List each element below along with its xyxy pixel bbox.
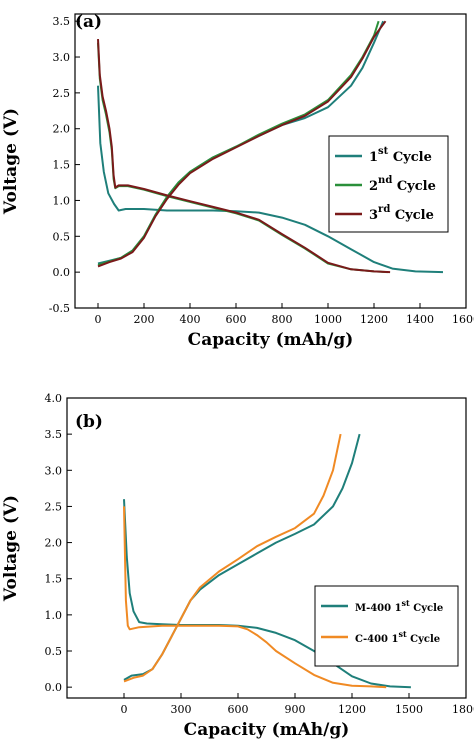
panel-label: (b) bbox=[75, 412, 103, 432]
series-line-discharge bbox=[97, 39, 391, 274]
y-tick-label: 2.5 bbox=[53, 87, 71, 100]
x-tick-label: 1500 bbox=[395, 703, 423, 716]
y-tick-label: 4.0 bbox=[45, 392, 63, 405]
x-tick-label: 0 bbox=[95, 313, 102, 326]
y-tick-label: 1.0 bbox=[53, 194, 71, 207]
legend-box bbox=[314, 585, 459, 667]
y-tick-label: 3.5 bbox=[45, 428, 63, 441]
series-line-charge bbox=[97, 20, 387, 268]
x-tick-label: 1000 bbox=[314, 313, 342, 326]
x-tick-label: 1200 bbox=[360, 313, 388, 326]
legend-entry: 1st Cycle bbox=[369, 146, 432, 165]
x-tick-label: 300 bbox=[171, 703, 192, 716]
chart-panel-1: 0 200 400 600 800 1000 1200 1400 1600 -0.5 0.0 0.5 1… bbox=[1, 12, 474, 350]
x-tick-label: 1400 bbox=[406, 313, 434, 326]
y-tick-label: 3.5 bbox=[53, 15, 71, 28]
x-tick-label: 1600 bbox=[452, 313, 474, 326]
legend: 1st Cycle 2nd Cycle 3rd Cycle bbox=[328, 135, 449, 233]
x-tick-label: 400 bbox=[180, 313, 201, 326]
y-tick-label: 0.5 bbox=[45, 645, 63, 658]
legend-entry: C-400 1st Cycle bbox=[355, 629, 440, 645]
panel-label: (a) bbox=[75, 12, 102, 32]
y-tick-label: 0.0 bbox=[45, 681, 63, 694]
series-line-discharge bbox=[123, 506, 387, 689]
series-line-charge bbox=[123, 433, 342, 683]
x-tick-label: 900 bbox=[285, 703, 306, 716]
x-axis-label: Capacity (mAh/g) bbox=[184, 720, 350, 740]
series-line-discharge bbox=[97, 85, 444, 274]
legend-entry: 3rd Cycle bbox=[369, 204, 434, 223]
y-tick-label: 1.5 bbox=[53, 159, 71, 172]
x-tick-label: 0 bbox=[121, 703, 128, 716]
y-tick-label: -0.5 bbox=[49, 302, 70, 315]
y-tick-label: 2.0 bbox=[45, 537, 63, 550]
y-tick-label: 0.0 bbox=[53, 266, 71, 279]
y-tick-label: 3.0 bbox=[53, 51, 71, 64]
x-tick-label: 600 bbox=[228, 703, 249, 716]
plot-frame bbox=[74, 13, 467, 309]
y-tick-label: 2.5 bbox=[45, 500, 63, 513]
plot-frame bbox=[66, 397, 467, 699]
y-axis-label: Voltage (V) bbox=[1, 108, 21, 215]
legend-entry: M-400 1st Cycle bbox=[355, 598, 443, 614]
y-tick-label: 0.5 bbox=[53, 230, 71, 243]
y-tick-label: 2.0 bbox=[53, 123, 71, 136]
x-tick-label: 800 bbox=[272, 313, 293, 326]
y-tick-label: 3.0 bbox=[45, 464, 63, 477]
x-tick-label: 600 bbox=[226, 313, 247, 326]
x-tick-label: 200 bbox=[134, 313, 155, 326]
y-tick-label: 1.0 bbox=[45, 609, 63, 622]
x-axis-label: Capacity (mAh/g) bbox=[188, 330, 354, 350]
y-tick-label: 1.5 bbox=[45, 573, 63, 586]
legend: M-400 1st Cycle C-400 1st Cycle bbox=[314, 585, 459, 667]
legend-entry: 2nd Cycle bbox=[369, 175, 436, 194]
x-tick-label: 1200 bbox=[338, 703, 366, 716]
y-axis-label: Voltage (V) bbox=[1, 495, 21, 602]
